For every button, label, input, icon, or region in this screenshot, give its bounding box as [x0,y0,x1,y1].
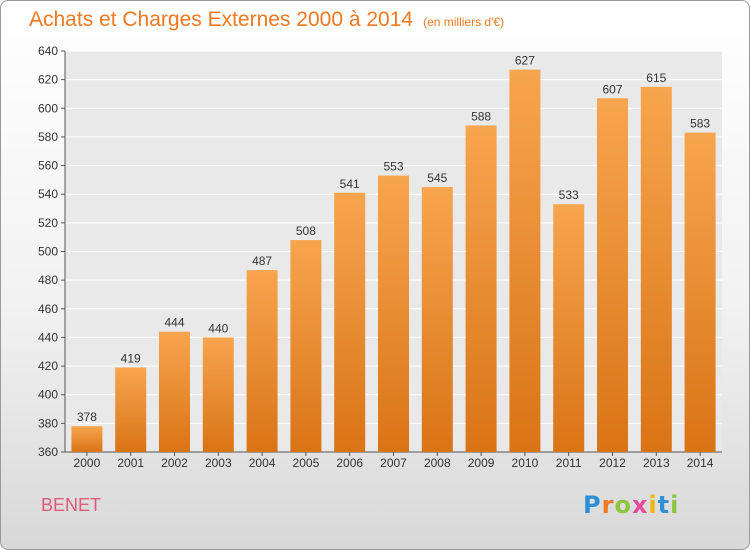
x-tick-label: 2013 [643,456,670,470]
bar [378,175,409,452]
logo-letter: i [670,491,680,519]
y-tick-label: 420 [38,359,58,373]
y-tick-label: 500 [38,245,58,259]
chart-title: Achats et Charges Externes 2000 à 2014 (e… [29,8,504,32]
data-label: 508 [296,224,316,238]
y-tick-label: 620 [38,73,58,87]
bar [290,240,322,452]
chart-subtitle: (en milliers d'€) [423,15,505,29]
logo-letter: r [601,491,615,519]
bar [684,132,716,452]
logo-letter: x [631,491,649,519]
x-tick-label: 2012 [599,456,626,470]
y-tick-label: 580 [38,130,58,144]
data-label: 607 [602,82,622,96]
bar [334,192,366,452]
bar [465,125,497,452]
y-tick-label: 560 [38,159,58,173]
x-tick-label: 2007 [380,456,407,470]
y-tick-label: 520 [38,216,58,230]
x-tick-label: 2011 [556,456,582,470]
data-label: 545 [427,171,447,185]
data-label: 440 [208,321,228,335]
logo-letter: i [648,491,658,519]
proxiti-logo: Proxiti [583,491,679,519]
logo-letter: t [657,491,671,519]
data-label: 533 [559,188,579,202]
data-label: 444 [164,316,184,330]
x-tick-label: 2014 [687,456,714,470]
data-label: 378 [77,410,97,424]
y-tick-label: 380 [38,416,58,430]
x-tick-label: 2002 [161,456,188,470]
y-tick-label: 460 [38,302,58,316]
x-tick-label: 2000 [74,456,101,470]
x-tick-label: 2010 [512,456,539,470]
title-text: Achats et Charges Externes 2000 à 2014 [29,8,414,31]
bar [553,204,585,452]
data-label: 487 [252,254,272,268]
y-tick-label: 440 [38,330,58,344]
bar [202,337,234,452]
y-tick-label: 540 [38,187,58,201]
y-tick-label: 400 [38,388,58,402]
y-tick-label: 640 [38,44,58,58]
bar [71,426,103,452]
data-label: 553 [383,160,403,174]
x-tick-label: 2006 [336,456,363,470]
bar [115,367,147,452]
place-name: BENET [41,495,102,515]
y-tick-label: 480 [38,273,58,287]
x-tick-label: 2003 [205,456,232,470]
logo-letter: o [614,491,632,519]
x-tick-label: 2005 [293,456,320,470]
data-label: 541 [340,177,360,191]
logo-letter: P [583,491,602,519]
x-tick-label: 2009 [468,456,495,470]
data-label: 588 [471,109,491,123]
bar [421,187,453,452]
x-tick-label: 2004 [249,456,276,470]
bar [246,270,278,452]
y-tick-label: 360 [38,445,58,459]
data-label: 419 [121,352,141,366]
bar [159,331,190,452]
data-label: 627 [515,54,535,68]
x-tick-label: 2001 [117,456,144,470]
bar [640,86,672,452]
x-tick-label: 2008 [424,456,451,470]
bar [509,69,541,452]
bar [597,98,628,452]
data-label: 615 [646,71,666,85]
data-label: 583 [690,117,710,131]
y-tick-label: 600 [38,101,58,115]
